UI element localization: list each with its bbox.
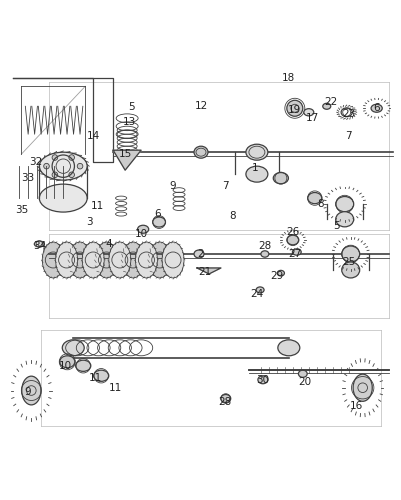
Ellipse shape [298, 370, 306, 378]
Text: 30: 30 [256, 374, 269, 384]
Ellipse shape [335, 196, 353, 212]
Polygon shape [113, 150, 141, 170]
Ellipse shape [39, 184, 87, 212]
Ellipse shape [22, 376, 41, 405]
Text: 13: 13 [122, 117, 136, 127]
Ellipse shape [135, 242, 157, 278]
Text: 8: 8 [317, 199, 323, 209]
Ellipse shape [255, 287, 263, 293]
Text: 10: 10 [134, 229, 147, 239]
Ellipse shape [75, 360, 91, 372]
Circle shape [69, 172, 74, 178]
Ellipse shape [122, 242, 144, 278]
Text: 32: 32 [28, 157, 42, 167]
Ellipse shape [220, 394, 230, 402]
Ellipse shape [109, 242, 130, 278]
Ellipse shape [277, 270, 284, 276]
Ellipse shape [303, 108, 313, 116]
Text: 28: 28 [257, 241, 271, 251]
Text: 11: 11 [90, 201, 103, 211]
Text: 16: 16 [349, 400, 363, 410]
Ellipse shape [194, 146, 207, 158]
Text: 22: 22 [323, 98, 336, 108]
Text: 1: 1 [251, 163, 257, 173]
Ellipse shape [245, 166, 267, 182]
Ellipse shape [273, 172, 288, 184]
Text: 4: 4 [105, 239, 112, 249]
Text: 19: 19 [288, 106, 301, 116]
Ellipse shape [292, 249, 300, 255]
Ellipse shape [370, 104, 381, 112]
Ellipse shape [42, 242, 64, 278]
Ellipse shape [59, 356, 75, 368]
Ellipse shape [341, 246, 359, 262]
Text: 24: 24 [250, 289, 263, 299]
Text: 8: 8 [229, 211, 236, 221]
Ellipse shape [152, 217, 165, 227]
Ellipse shape [148, 242, 170, 278]
Ellipse shape [162, 242, 184, 278]
Ellipse shape [137, 225, 148, 233]
Text: 26: 26 [286, 227, 299, 237]
Ellipse shape [307, 192, 321, 203]
Ellipse shape [245, 144, 267, 160]
Ellipse shape [322, 104, 330, 110]
Text: 3: 3 [86, 217, 92, 227]
Text: 27: 27 [288, 249, 301, 259]
Text: 7: 7 [344, 131, 351, 141]
Circle shape [69, 154, 74, 160]
Text: 6: 6 [154, 209, 160, 219]
Ellipse shape [277, 340, 299, 356]
Ellipse shape [260, 251, 268, 257]
Ellipse shape [93, 370, 109, 382]
Text: 11: 11 [108, 382, 122, 392]
Text: 9: 9 [169, 181, 176, 191]
Text: 6: 6 [373, 104, 379, 114]
Ellipse shape [34, 241, 44, 247]
Text: 9: 9 [24, 386, 30, 396]
Circle shape [52, 172, 57, 178]
Text: 11: 11 [88, 373, 101, 383]
Polygon shape [196, 268, 221, 274]
Circle shape [52, 154, 57, 160]
Text: 10: 10 [59, 361, 72, 371]
Ellipse shape [286, 235, 298, 245]
Text: 20: 20 [298, 376, 311, 386]
Text: 25: 25 [341, 257, 354, 267]
Text: 23: 23 [341, 110, 354, 120]
Ellipse shape [257, 376, 267, 384]
Text: 17: 17 [306, 114, 319, 124]
Circle shape [77, 164, 83, 169]
Text: 29: 29 [269, 271, 283, 281]
Ellipse shape [95, 242, 117, 278]
Text: 5: 5 [332, 221, 339, 231]
Ellipse shape [69, 242, 91, 278]
Text: 5: 5 [128, 102, 134, 112]
Text: 12: 12 [194, 102, 207, 112]
Ellipse shape [62, 340, 84, 356]
Text: 34: 34 [32, 241, 46, 251]
Text: 7: 7 [221, 181, 228, 191]
Ellipse shape [194, 250, 203, 258]
Ellipse shape [55, 242, 77, 278]
Text: 15: 15 [118, 149, 132, 159]
Text: 21: 21 [198, 267, 211, 277]
Text: 35: 35 [15, 205, 28, 215]
Text: 33: 33 [21, 173, 34, 183]
Ellipse shape [82, 242, 104, 278]
Ellipse shape [352, 374, 371, 402]
Circle shape [44, 164, 49, 169]
Text: 28: 28 [218, 396, 231, 406]
Ellipse shape [39, 152, 87, 180]
Ellipse shape [286, 100, 302, 116]
Text: 14: 14 [86, 131, 99, 141]
Ellipse shape [335, 212, 353, 227]
Text: 18: 18 [282, 74, 295, 84]
Text: 2: 2 [197, 249, 204, 259]
Ellipse shape [341, 262, 359, 278]
